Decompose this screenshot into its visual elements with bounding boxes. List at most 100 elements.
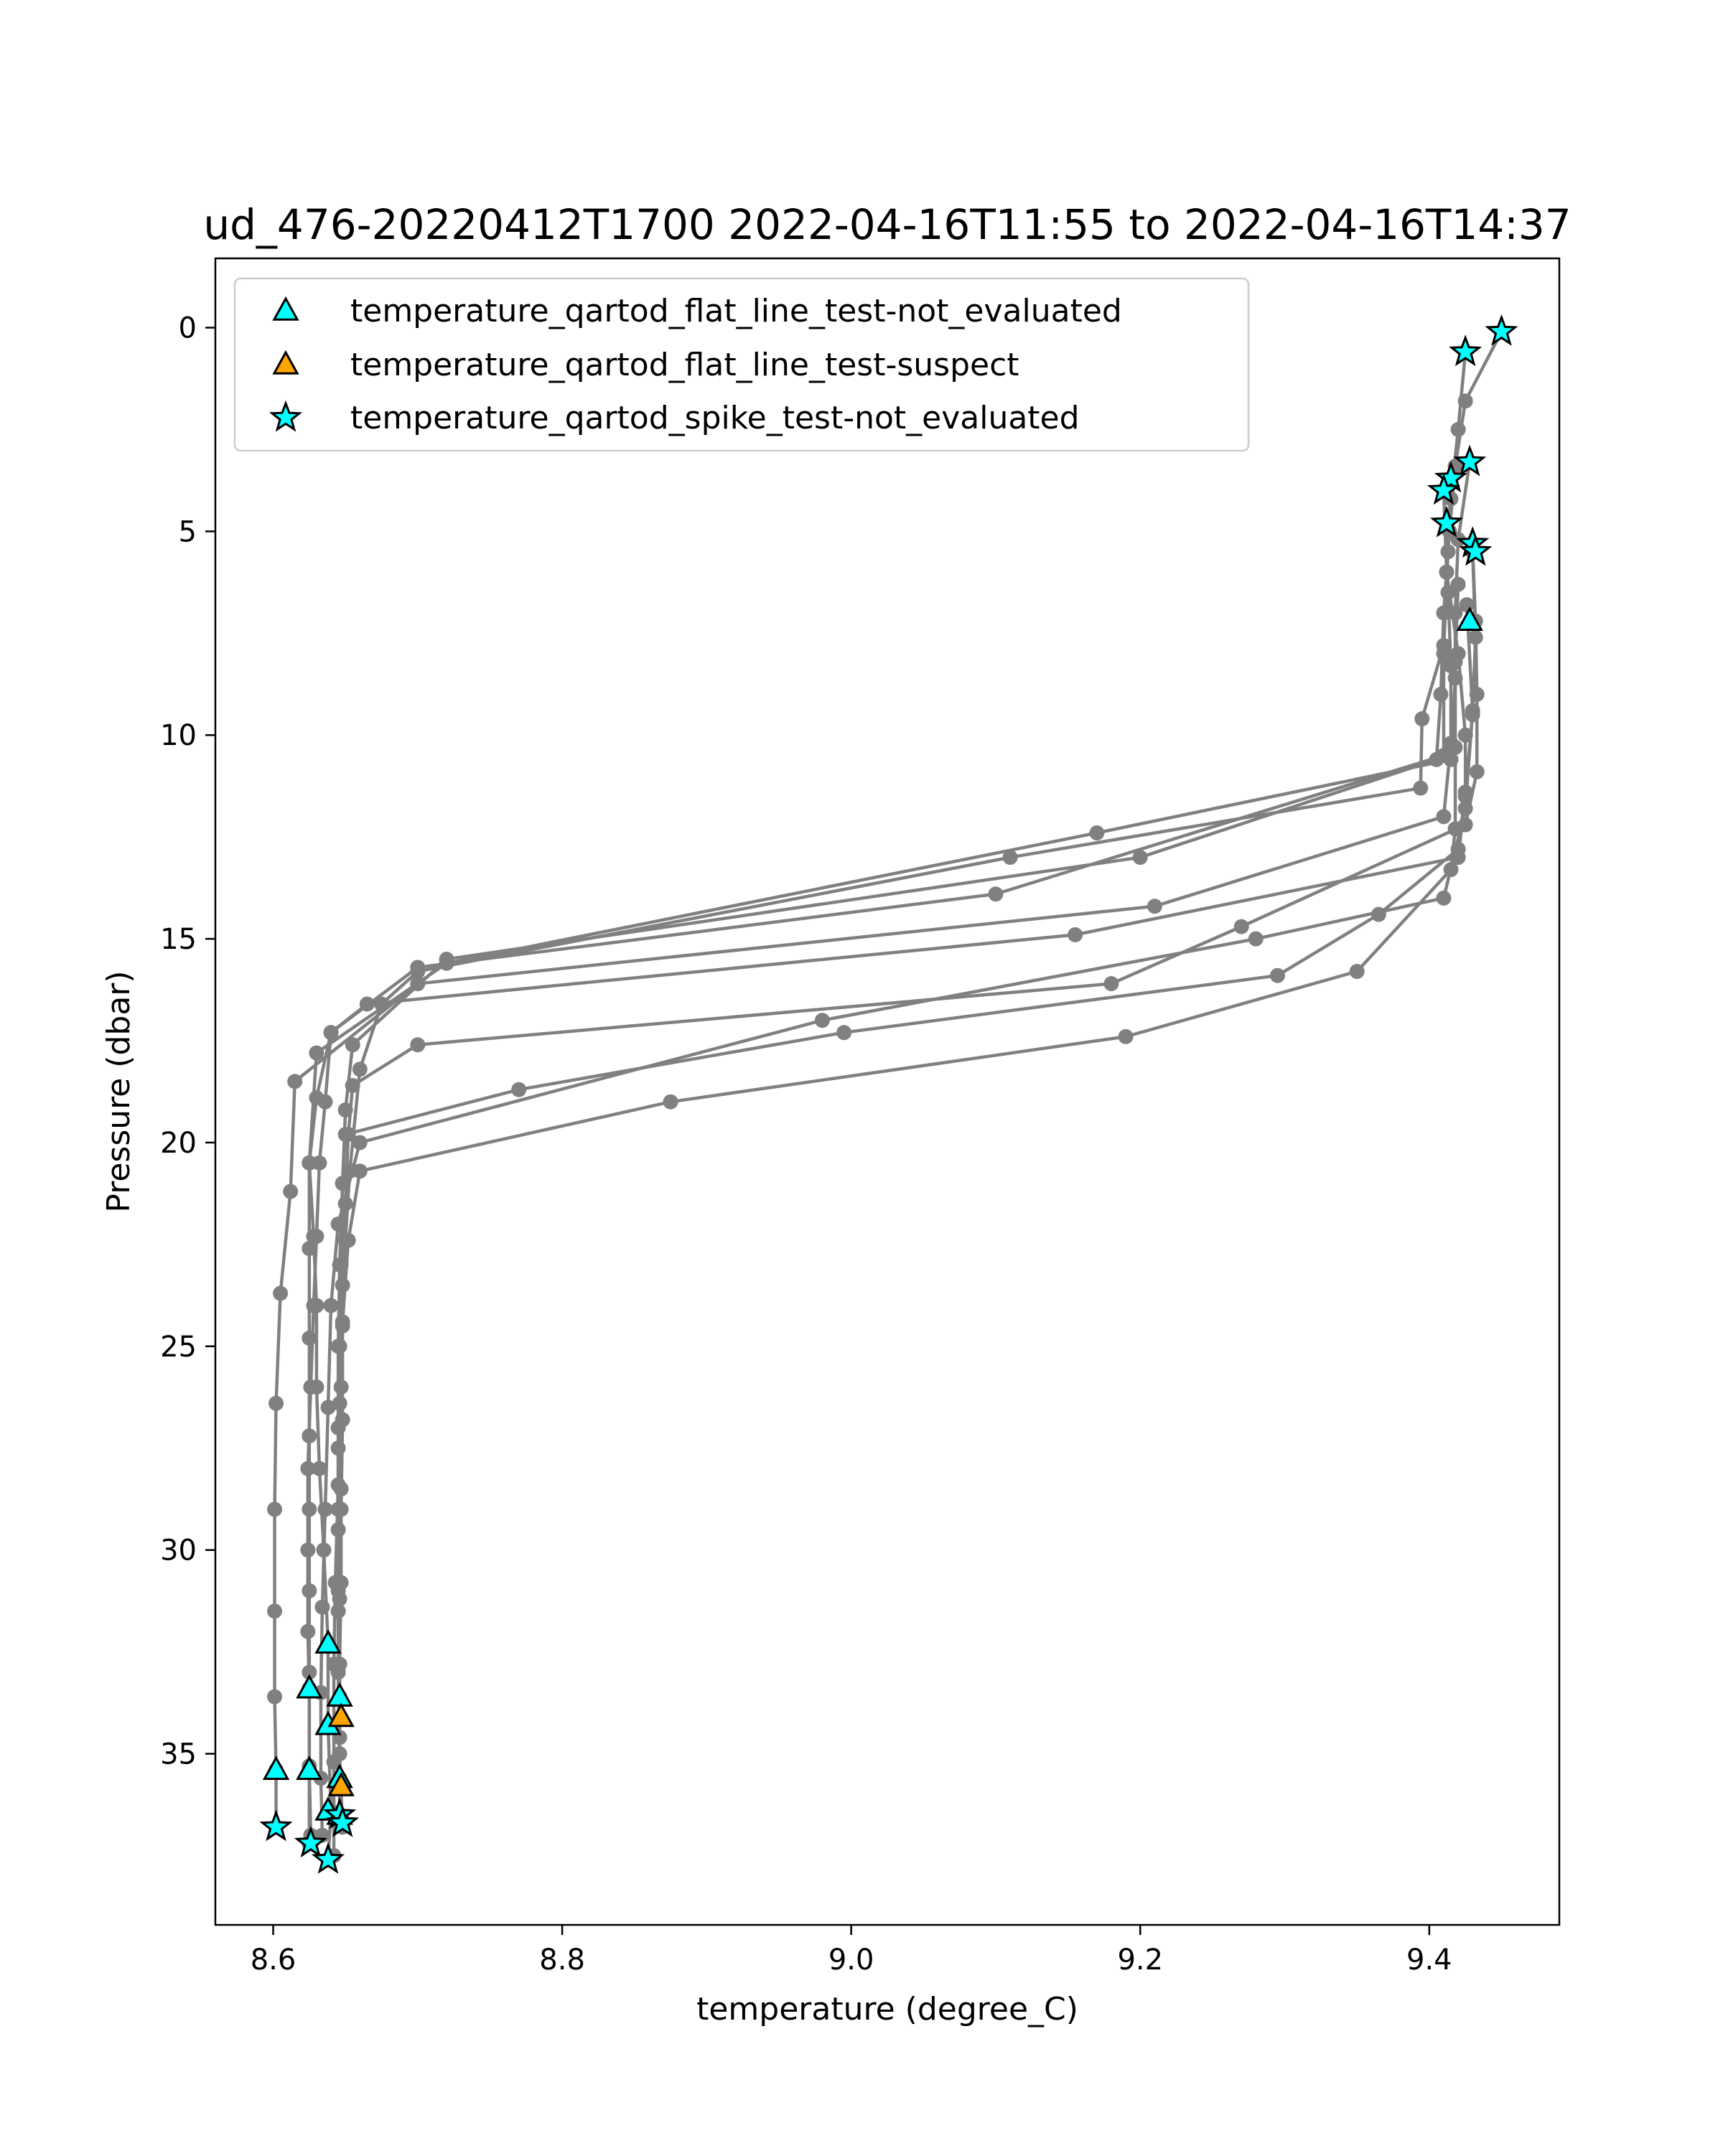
spike-not-evaluated-marker (326, 1805, 360, 1837)
profile-point (300, 1623, 316, 1639)
flat-line-suspect-marker (327, 1771, 355, 1796)
profile-point (345, 1077, 360, 1093)
profile-point (267, 1689, 283, 1705)
y-tick-label: 25 (160, 1331, 197, 1364)
profile-point (1269, 967, 1285, 983)
profile-point (332, 1395, 347, 1411)
flat-line-not-evaluated-marker (296, 1756, 323, 1781)
profile-point (332, 1339, 347, 1354)
profile-point (1467, 629, 1483, 645)
y-axis-label: Pressure (dbar) (101, 970, 137, 1212)
legend-entry-1: temperature_qartod_flat_line_test-not_ev… (272, 293, 1122, 329)
x-tick-label: 9.2 (1117, 1944, 1163, 1977)
profile-point (352, 1163, 368, 1179)
x-axis-ticks: 8.6 8.8 9.0 9.2 9.4 (251, 1925, 1452, 1977)
profile-point (410, 964, 426, 980)
profile-point (330, 1603, 346, 1619)
profile-point (330, 1217, 346, 1232)
profile-point (300, 1461, 316, 1476)
profile-point (312, 1155, 327, 1171)
profile-point (335, 1278, 350, 1293)
profile-point (1436, 890, 1452, 906)
legend-label: temperature_qartod_flat_line_test-not_ev… (350, 293, 1122, 329)
profile-point (314, 1599, 330, 1615)
profile-point (267, 1603, 283, 1619)
profile-point (323, 1298, 339, 1313)
profile-point (1118, 1028, 1134, 1044)
x-tick-label: 8.6 (251, 1944, 296, 1977)
y-tick-label: 30 (160, 1534, 197, 1567)
flat-line-not-evaluated-marker (296, 1674, 323, 1699)
flat-line-suspect-marker (327, 1702, 355, 1728)
flat-line-not-evaluated-marker (314, 1629, 342, 1654)
profile-point (1248, 931, 1264, 947)
y-tick-label: 5 (179, 515, 197, 548)
spike-not-evaluated-marker (1429, 505, 1464, 538)
profile-point (1459, 597, 1475, 613)
profile-point (511, 1082, 527, 1097)
profile-point (302, 1330, 317, 1346)
profile-point (326, 1754, 342, 1770)
profile-point (309, 1045, 324, 1061)
profile-point (1447, 739, 1463, 755)
profile-point (1433, 686, 1449, 702)
profile-point (340, 1232, 356, 1248)
profile-point (1089, 825, 1105, 840)
profile-point (1436, 637, 1452, 653)
profile-point (320, 1400, 336, 1415)
profile-point (1002, 850, 1018, 866)
legend-triangle-marker (272, 350, 299, 375)
legend-entry-3: temperature_qartod_spike_test-not_evalua… (269, 400, 1080, 436)
profile-point (814, 1013, 830, 1028)
profile-point (836, 1025, 852, 1041)
x-axis-label: temperature (degree_C) (696, 1991, 1078, 2028)
flat-line-not-evaluated-marker (1456, 606, 1483, 632)
legend: temperature_qartod_flat_line_test-not_ev… (233, 277, 1250, 452)
profile-point (335, 1314, 350, 1330)
profile-point (267, 1501, 283, 1517)
legend-triangle-marker (272, 296, 299, 321)
profile-point (410, 1037, 426, 1053)
profile-point (410, 976, 426, 992)
profile-point (1440, 585, 1456, 601)
profile-point (1233, 919, 1249, 934)
profile-line (337, 547, 1479, 1815)
legend-entries: temperature_qartod_flat_line_test-not_ev… (269, 293, 1122, 436)
spike-not-evaluated-marker (311, 1842, 345, 1874)
markers-layer (259, 314, 1518, 1874)
x-tick-label: 9.0 (828, 1944, 874, 1977)
spike-not-evaluated-marker (1459, 534, 1493, 566)
profile-point (335, 1176, 350, 1191)
profile-point (300, 1542, 316, 1558)
profile-point (287, 1074, 303, 1089)
profile-point (352, 1135, 368, 1150)
spike-not-evaluated-marker (1453, 444, 1487, 477)
profile-point (1103, 976, 1119, 992)
profile-point (323, 1025, 339, 1041)
profile-point (326, 1656, 342, 1672)
profile-point (312, 1461, 327, 1476)
profile-point (317, 1501, 333, 1517)
profile-line (273, 522, 1453, 1827)
profile-point (1414, 711, 1430, 727)
profile-point (306, 1298, 322, 1313)
x-tick-label: 8.8 (539, 1944, 585, 1977)
profile-point (309, 1229, 324, 1245)
profile-point (345, 1037, 360, 1053)
y-tick-label: 20 (160, 1127, 197, 1160)
y-tick-label: 10 (160, 719, 197, 752)
profile-point (283, 1184, 299, 1199)
x-tick-label: 9.4 (1406, 1944, 1452, 1977)
legend-label: temperature_qartod_spike_test-not_evalua… (350, 400, 1080, 436)
profile-point (1457, 800, 1473, 816)
profile-point (1147, 899, 1162, 914)
profile-line (306, 490, 1467, 1836)
flat-line-not-evaluated-marker (262, 1756, 290, 1781)
spike-not-evaluated-marker (1449, 334, 1482, 367)
y-tick-label: 0 (179, 312, 197, 345)
profile-point (1469, 764, 1485, 779)
profile-point (1450, 421, 1466, 437)
profile-point (1132, 850, 1148, 866)
